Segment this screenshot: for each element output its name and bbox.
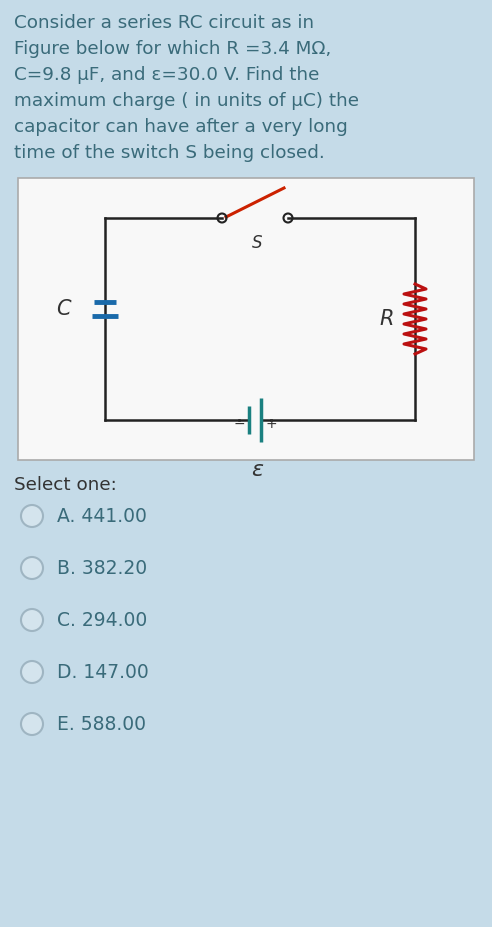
Circle shape bbox=[21, 661, 43, 683]
Text: A. 441.00: A. 441.00 bbox=[57, 506, 147, 526]
Text: Consider a series RC circuit as in: Consider a series RC circuit as in bbox=[14, 14, 314, 32]
Text: capacitor can have after a very long: capacitor can have after a very long bbox=[14, 118, 348, 136]
Text: Figure below for which R =3.4 MΩ,: Figure below for which R =3.4 MΩ, bbox=[14, 40, 331, 58]
Text: C=9.8 μF, and ε=30.0 V. Find the: C=9.8 μF, and ε=30.0 V. Find the bbox=[14, 66, 319, 84]
Text: C: C bbox=[56, 299, 70, 319]
Bar bbox=[18, 178, 474, 460]
Text: C. 294.00: C. 294.00 bbox=[57, 611, 147, 629]
Text: time of the switch S being closed.: time of the switch S being closed. bbox=[14, 144, 325, 162]
Circle shape bbox=[21, 713, 43, 735]
Text: S: S bbox=[252, 234, 262, 252]
Text: B. 382.20: B. 382.20 bbox=[57, 558, 147, 578]
Circle shape bbox=[21, 557, 43, 579]
Text: Select one:: Select one: bbox=[14, 476, 117, 494]
Text: E. 588.00: E. 588.00 bbox=[57, 715, 146, 733]
Circle shape bbox=[21, 505, 43, 527]
Text: −: − bbox=[233, 417, 245, 431]
Text: D. 147.00: D. 147.00 bbox=[57, 663, 149, 681]
Text: ε: ε bbox=[251, 460, 263, 480]
Circle shape bbox=[21, 609, 43, 631]
Text: +: + bbox=[265, 417, 277, 431]
Text: R: R bbox=[380, 309, 394, 329]
Text: maximum charge ( in units of μC) the: maximum charge ( in units of μC) the bbox=[14, 92, 359, 110]
